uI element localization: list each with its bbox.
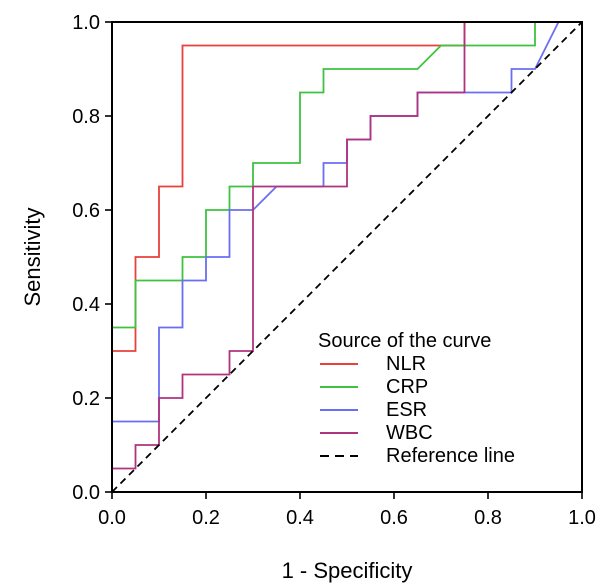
y-axis-label: Sensitivity: [20, 207, 45, 306]
x-tick-label: 0.8: [474, 507, 502, 529]
legend-label-reference-line: Reference line: [386, 445, 515, 467]
legend-label-esr: ESR: [386, 399, 427, 421]
x-tick-label: 0.6: [380, 507, 408, 529]
x-axis-label: 1 - Specificity: [282, 558, 413, 583]
wbc-curve: [112, 21, 582, 470]
y-tick-label: 0.0: [72, 482, 100, 504]
legend-label-wbc: WBC: [386, 422, 433, 444]
crp-curve: [112, 21, 582, 329]
reference-line-curve: [111, 21, 583, 493]
y-tick-label: 0.4: [72, 294, 100, 316]
plot-frame: [111, 21, 583, 493]
chart-axes: 0.0 0.2 0.4 0.6 0.8 1.0 0.0 0.2 0.4 0.6 0.8 1.0: [72, 12, 596, 529]
legend-label-nlr: NLR: [386, 353, 426, 375]
x-tick-label: 0.0: [98, 507, 126, 529]
x-tick-label: 1.0: [568, 507, 596, 529]
x-tick-label: 0.4: [286, 507, 314, 529]
chart-curves: [111, 21, 583, 493]
chart-legend: Source of the curve NLRCRPESRWBCReferenc…: [318, 330, 515, 467]
y-tick-label: 1.0: [72, 12, 100, 34]
y-tick-label: 0.8: [72, 106, 100, 128]
legend-label-crp: CRP: [386, 376, 428, 398]
x-tick-label: 0.2: [192, 507, 220, 529]
y-tick-label: 0.2: [72, 388, 100, 410]
y-tick-label: 0.6: [72, 200, 100, 222]
legend-title: Source of the curve: [318, 330, 491, 352]
